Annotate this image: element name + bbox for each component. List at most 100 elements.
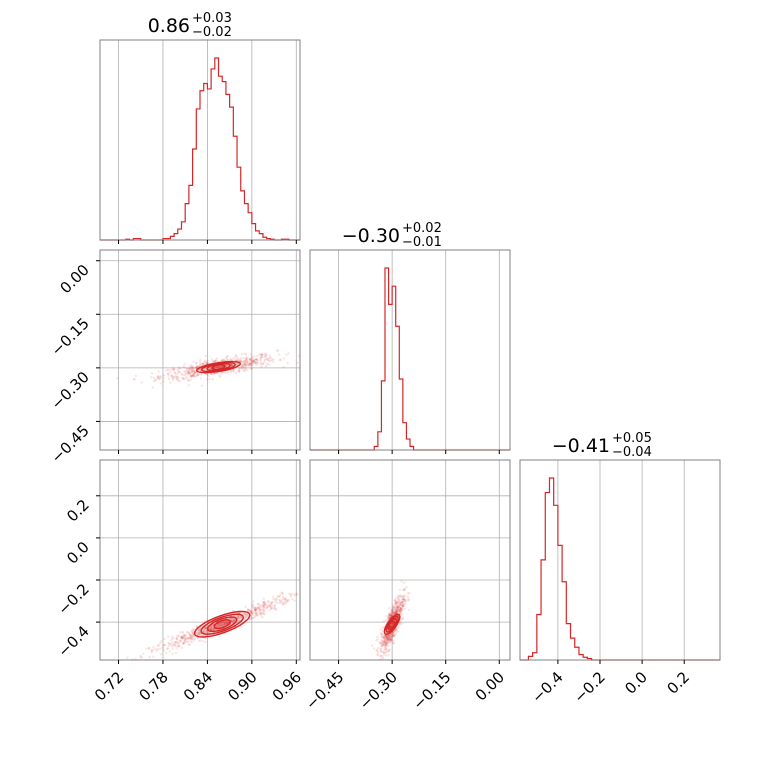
sample-point <box>204 354 207 358</box>
sample-point <box>249 357 252 361</box>
sample-point <box>183 640 186 643</box>
sample-point <box>230 363 234 367</box>
sample-point <box>165 651 168 655</box>
sample-point <box>263 603 267 607</box>
sample-point <box>173 375 176 379</box>
sample-point <box>198 639 201 642</box>
sample-point <box>403 598 406 601</box>
sample-point <box>391 609 395 612</box>
sample-point <box>383 640 387 643</box>
sample-point <box>193 635 196 639</box>
sample-point <box>392 611 395 614</box>
sample-point <box>201 630 205 633</box>
sample-point <box>399 606 403 610</box>
sample-point <box>191 366 194 370</box>
sample-point <box>140 656 143 659</box>
panel-frame-1-1 <box>309 249 511 451</box>
sample-point <box>222 620 225 624</box>
sample-point <box>401 622 404 625</box>
sample-point <box>391 634 395 637</box>
sample-point <box>285 599 289 602</box>
sample-point <box>203 628 206 631</box>
sample-point <box>209 367 212 371</box>
sample-point <box>243 360 246 363</box>
sample-point <box>403 581 406 584</box>
sample-point <box>139 654 142 657</box>
sample-point <box>133 378 136 381</box>
param-title-minus-2: −0.04 <box>612 445 652 460</box>
sample-point <box>170 374 173 378</box>
y-tick-label-param-2: 0.0 <box>63 538 93 568</box>
sample-point <box>171 637 174 641</box>
sample-point <box>218 374 221 377</box>
sample-point <box>262 362 265 365</box>
sample-point <box>205 373 209 376</box>
sample-point <box>404 600 407 603</box>
sample-point <box>221 365 224 368</box>
sample-point <box>186 367 189 370</box>
sample-point <box>398 612 402 615</box>
sample-point <box>197 629 200 632</box>
sample-point <box>267 603 271 607</box>
sample-point <box>182 377 185 381</box>
x-tick-label-param-1: −0.45 <box>302 668 347 713</box>
sample-point <box>243 359 246 362</box>
sample-point <box>397 609 401 612</box>
sample-point <box>407 598 410 601</box>
sample-point <box>382 656 385 660</box>
sample-point <box>177 645 181 648</box>
param-title-median-2: −0.41 <box>552 435 610 457</box>
sample-point <box>403 604 406 607</box>
sample-point <box>391 642 395 645</box>
sample-point <box>241 361 244 364</box>
sample-point <box>382 641 386 644</box>
sample-point <box>270 607 273 611</box>
sample-point <box>254 612 257 616</box>
sample-point <box>191 370 194 373</box>
sample-point <box>255 614 258 617</box>
sample-point <box>192 371 196 374</box>
sample-point <box>281 601 284 605</box>
x-tick-label-param-0: 0.84 <box>180 668 216 704</box>
sample-point <box>395 610 398 614</box>
sample-point <box>263 360 266 363</box>
sample-point <box>220 358 223 362</box>
sample-point <box>158 377 161 381</box>
sample-point <box>189 640 192 643</box>
sample-point <box>387 634 390 637</box>
sample-point <box>167 641 170 645</box>
sample-point <box>237 616 241 619</box>
sample-point <box>395 596 398 599</box>
sample-point <box>170 645 174 648</box>
sample-point <box>251 604 254 607</box>
sample-point <box>405 599 409 602</box>
sample-point <box>188 632 191 635</box>
sample-point <box>279 599 282 602</box>
sample-point <box>190 638 193 641</box>
sample-point <box>389 632 393 636</box>
sample-point <box>173 371 177 375</box>
sample-point <box>182 636 186 640</box>
sample-point <box>221 371 225 374</box>
sample-point <box>394 609 397 613</box>
sample-point <box>255 358 259 361</box>
sample-point <box>219 372 223 375</box>
sample-point <box>392 630 396 633</box>
sample-point <box>181 641 185 644</box>
sample-point <box>245 356 248 359</box>
sample-point <box>155 650 159 653</box>
sample-point <box>177 634 180 637</box>
sample-point <box>281 591 284 595</box>
sample-point <box>269 604 272 608</box>
sample-point <box>387 616 390 620</box>
sample-point <box>395 611 399 614</box>
sample-point <box>392 612 395 615</box>
sample-point <box>391 622 395 625</box>
sample-point <box>393 599 396 602</box>
sample-point <box>263 355 266 358</box>
sample-point <box>188 366 192 369</box>
sample-point <box>214 365 217 369</box>
sample-point <box>390 638 393 642</box>
sample-point <box>225 621 228 624</box>
sample-point <box>399 607 402 610</box>
